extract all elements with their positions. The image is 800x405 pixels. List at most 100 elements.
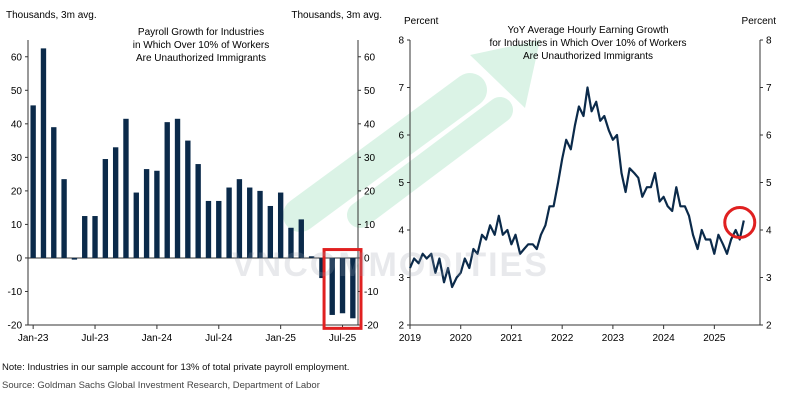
x-tick-label: 2025 [703, 333, 726, 344]
bar [226, 187, 232, 258]
chart-title-line-1: YoY Average Hourly Earning Growth [507, 25, 668, 36]
y-tick-label: 7 [398, 83, 404, 94]
bar [71, 257, 78, 260]
bar [123, 118, 129, 258]
y-tick-label: 8 [398, 36, 404, 47]
left-unit-label: Percent [404, 16, 439, 27]
bar [205, 200, 212, 258]
bar [350, 257, 356, 319]
bar [247, 187, 253, 258]
bar [257, 190, 263, 258]
x-tick-label: Jul-24 [205, 333, 233, 344]
y-tick-label: 4 [398, 226, 404, 237]
bar [40, 48, 47, 258]
watermark-arrow-head [470, 40, 540, 108]
x-tick-label: Jan-24 [142, 333, 173, 344]
y-tick-label: 60 [364, 52, 376, 63]
bar [102, 159, 109, 258]
y-tick-label: 20 [11, 186, 23, 197]
y-tick-label: 3 [766, 273, 772, 284]
bar [143, 169, 150, 258]
series-line [408, 86, 745, 289]
y-tick-label: 0 [16, 253, 22, 264]
y-tick-label: 5 [766, 178, 772, 189]
y-tick-label: -10 [8, 287, 23, 298]
x-tick-label: Jan-25 [265, 333, 296, 344]
right-unit-label: Percent [742, 16, 777, 27]
bar-chart: Thousands, 3m avg. Thousands, 3m avg. Pa… [6, 10, 382, 344]
bar [277, 192, 284, 258]
y-tick-label: 10 [364, 220, 376, 231]
y-tick-label: -10 [364, 287, 379, 298]
bar [288, 227, 294, 258]
right-unit-label: Thousands, 3m avg. [291, 10, 382, 21]
bar [329, 257, 335, 315]
left-unit-label: Thousands, 3m avg. [6, 10, 97, 21]
watermark-arrow-icon [283, 40, 540, 232]
x-tick-label: Jul-25 [329, 333, 357, 344]
y-tick-label: 60 [11, 52, 23, 63]
y-tick-label: 2 [766, 321, 772, 332]
bar [61, 179, 67, 258]
bar [51, 127, 57, 258]
bar [267, 205, 274, 258]
bar [319, 257, 325, 279]
bar [164, 122, 170, 258]
y-tick-label: 6 [398, 131, 404, 142]
bar [82, 216, 88, 258]
y-tick-label: 10 [11, 220, 23, 231]
bar [195, 164, 201, 258]
bar [216, 200, 222, 258]
watermark-arrow-stroke [347, 97, 513, 228]
y-tick-label: -20 [364, 321, 379, 332]
bar [308, 256, 315, 258]
source-text: Source: Goldman Sachs Global Investment … [2, 380, 320, 391]
bar [154, 170, 160, 258]
plot-area: -20 -20 -10 -10 0 0 10 10 20 20 30 30 40 40 50 50 60 60 Ja… [8, 40, 379, 344]
y-tick-label: 20 [364, 186, 376, 197]
y-tick-label: 2 [398, 321, 404, 332]
bar [92, 216, 98, 258]
chart-title-line-3: Are Unauthorized Immigrants [523, 51, 653, 62]
x-tick-label: 2021 [500, 333, 523, 344]
y-tick-label: 40 [11, 119, 23, 130]
chart-title-line-2: in Which Over 10% of Workers [133, 40, 270, 51]
y-tick-label: 5 [398, 178, 404, 189]
highlight-box [322, 248, 363, 330]
watermark-arrow-stroke [283, 73, 487, 232]
chart-title-line-2: for Industries in Which Over 10% of Work… [489, 38, 686, 49]
bar [185, 140, 191, 258]
y-tick-label: 0 [364, 253, 370, 264]
bar [133, 192, 139, 258]
y-tick-label: 30 [364, 153, 376, 164]
y-tick-label: 7 [766, 83, 772, 94]
watermark-text: VNCOMMODITIES [232, 246, 549, 284]
x-tick-label: 2024 [652, 333, 675, 344]
x-tick-label: 2023 [602, 333, 625, 344]
bar [112, 147, 119, 258]
bar [298, 219, 304, 258]
bar [30, 105, 36, 258]
y-tick-label: 50 [364, 86, 376, 97]
x-tick-label: 2019 [399, 333, 422, 344]
highlight-circle [723, 206, 757, 239]
x-tick-label: 2020 [450, 333, 473, 344]
y-tick-label: 8 [766, 36, 772, 47]
chart-title-line-1: Payroll Growth for Industries [138, 27, 264, 38]
chart-title-line-3: Are Unauthorized Immigrants [136, 53, 266, 64]
bar [236, 179, 243, 258]
y-tick-label: -20 [8, 321, 23, 332]
y-tick-label: 40 [364, 119, 376, 130]
footnote: Note: Industries in our sample account f… [2, 362, 350, 373]
y-tick-label: 3 [398, 273, 404, 284]
x-tick-label: Jan-23 [18, 333, 49, 344]
plot-area: 2 2 3 3 4 4 5 5 6 6 7 7 8 8 2019 2020 2021 2022 2023 2024 20… [398, 36, 772, 345]
line-chart: Percent Percent YoY Average Hourly Earni… [398, 16, 776, 344]
y-tick-label: 30 [11, 153, 23, 164]
y-tick-label: 6 [766, 131, 772, 142]
x-tick-label: Jul-23 [81, 333, 109, 344]
y-tick-label: 4 [766, 226, 772, 237]
x-tick-label: 2022 [551, 333, 574, 344]
